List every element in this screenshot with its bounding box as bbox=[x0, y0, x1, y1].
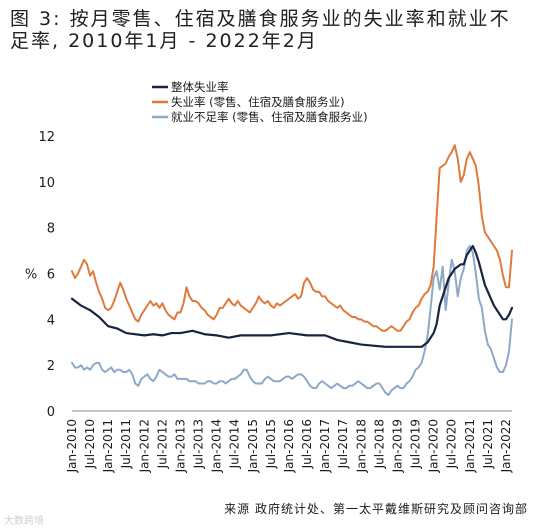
y-axis-unit: % bbox=[25, 268, 37, 283]
x-tick-label: Jan-2010 bbox=[65, 419, 79, 473]
y-tick-label: 10 bbox=[38, 176, 55, 191]
x-tick-label: Jul-2020 bbox=[445, 419, 459, 469]
x-tick-label: Jan-2021 bbox=[463, 419, 477, 473]
x-tick-label: Jul-2018 bbox=[372, 419, 386, 469]
x-tick-label: Jan-2015 bbox=[246, 419, 260, 473]
y-tick-label: 8 bbox=[47, 222, 55, 237]
x-tick-label: Jan-2020 bbox=[427, 419, 441, 473]
chart-area: 整体失业率 失业率 (零售、住宿及膳食服务业) 就业不足率 (零售、住宿及膳食服务业… bbox=[0, 70, 536, 500]
x-tick-label: Jul-2011 bbox=[119, 419, 133, 469]
y-axis: 0 2 4 6 8 10 12% bbox=[25, 130, 55, 420]
x-axis: Jan-2010 Jul-2010 Jan-2011 Jul-2011 Jan-2012… bbox=[65, 410, 513, 473]
x-tick-label: Jul-2014 bbox=[228, 419, 242, 469]
x-tick-label: Jan-2017 bbox=[318, 419, 332, 473]
y-tick-label: 4 bbox=[47, 313, 55, 328]
chart-title: 图 3: 按月零售、住宿及膳食服务业的失业率和就业不足率, 2010年1月 - … bbox=[10, 8, 511, 52]
series-line-2 bbox=[71, 245, 513, 396]
x-tick-label: Jan-2013 bbox=[173, 419, 187, 473]
x-tick-label: Jul-2016 bbox=[300, 419, 314, 469]
x-tick-label: Jan-2012 bbox=[137, 419, 151, 473]
x-tick-label: Jul-2012 bbox=[155, 419, 169, 469]
x-tick-label: Jul-2015 bbox=[264, 419, 278, 469]
x-tick-label: Jan-2022 bbox=[499, 419, 513, 473]
x-tick-label: Jan-2018 bbox=[354, 419, 368, 473]
series-line-0 bbox=[70, 244, 514, 348]
x-tick-label: Jul-2010 bbox=[83, 419, 97, 469]
legend-label-0: 整体失业率 bbox=[171, 80, 229, 94]
x-tick-label: Jan-2011 bbox=[101, 419, 115, 473]
x-tick-label: Jul-2017 bbox=[336, 419, 350, 469]
y-tick-label: 12 bbox=[38, 130, 55, 145]
watermark-logo: 大数跨境 bbox=[4, 516, 44, 527]
source-note: 来源 政府统计处、第一太平戴维斯研究及顾问咨询部 bbox=[224, 502, 528, 516]
series-layer bbox=[70, 144, 514, 396]
x-tick-label: Jan-2016 bbox=[282, 419, 296, 473]
series-line-1 bbox=[71, 144, 513, 332]
x-tick-label: Jan-2019 bbox=[390, 419, 404, 473]
y-tick-label: 2 bbox=[47, 359, 55, 374]
y-tick-label: 0 bbox=[47, 405, 55, 420]
x-tick-label: Jul-2019 bbox=[409, 419, 423, 469]
x-tick-label: Jan-2014 bbox=[210, 419, 224, 473]
legend-label-2: 就业不足率 (零售、住宿及膳食服务业) bbox=[171, 110, 368, 124]
x-tick-label: Jul-2013 bbox=[192, 419, 206, 469]
y-tick-label: 6 bbox=[47, 268, 55, 283]
x-tick-label: Jul-2021 bbox=[481, 419, 495, 469]
legend-label-1: 失业率 (零售、住宿及膳食服务业) bbox=[171, 95, 345, 109]
